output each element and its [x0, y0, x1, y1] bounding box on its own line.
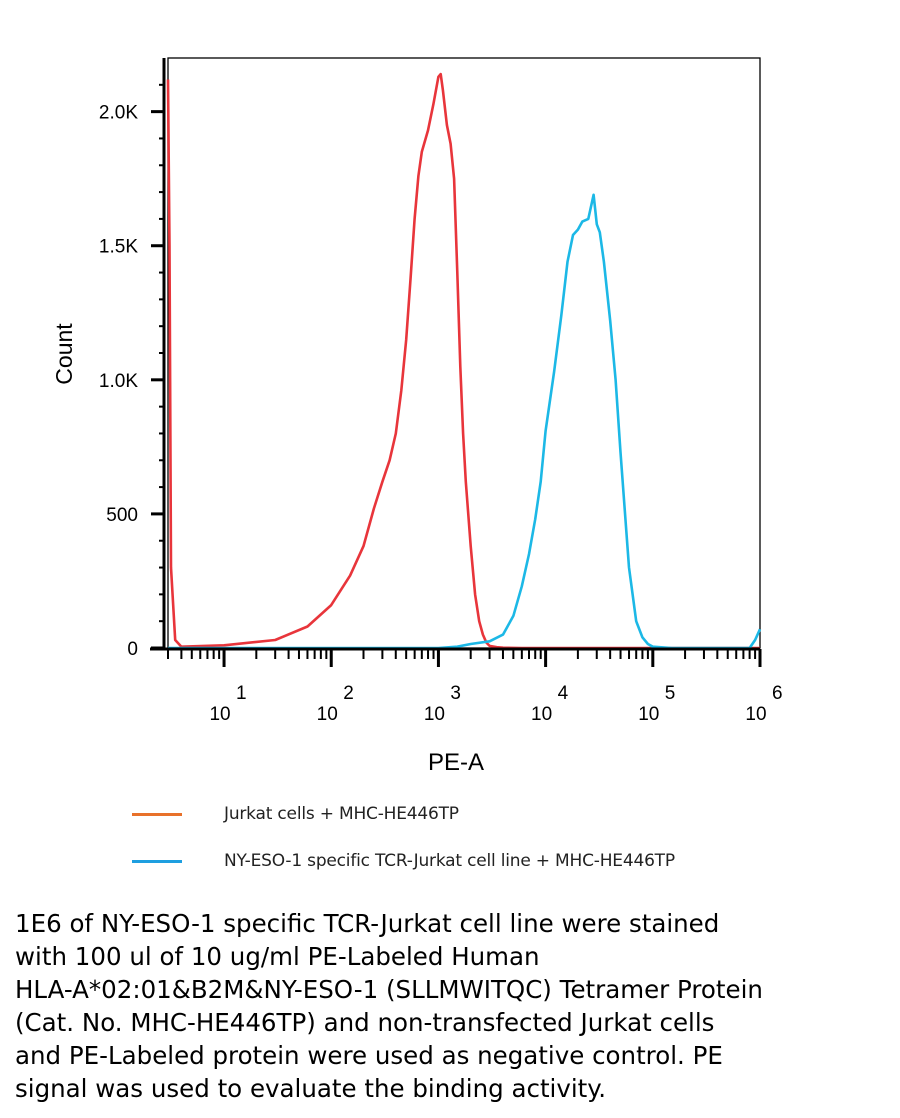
x-tick-label: 10: [424, 704, 445, 725]
legend-label-tcr-jurkat: NY-ESO-1 specific TCR-Jurkat cell line +…: [224, 851, 675, 871]
axis-ticks: [151, 83, 762, 667]
caption-line: (Cat. No. MHC-HE446TP) and non-transfect…: [15, 1008, 715, 1037]
caption-line: signal was used to evaluate the binding …: [15, 1074, 607, 1103]
axes: [150, 58, 760, 651]
y-axis-title: Count: [51, 323, 77, 385]
x-tick-exponent: 2: [343, 683, 354, 704]
y-tick-label: 1.0K: [99, 371, 138, 392]
y-tick-label: 2.0K: [99, 103, 138, 124]
x-tick-label: 10: [531, 704, 552, 725]
x-tick-exponent: 6: [772, 683, 783, 704]
legend-item-tcr-jurkat: NY-ESO-1 specific TCR-Jurkat cell line +…: [132, 849, 675, 873]
y-tick-label: 500: [106, 505, 138, 526]
caption-line: and PE-Labeled protein were used as nega…: [15, 1041, 723, 1070]
x-tick-label: 10: [209, 704, 230, 725]
legend-item-jurkat: Jurkat cells + MHC-HE446TP: [132, 802, 459, 826]
x-tick-exponent: 3: [450, 683, 461, 704]
legend-label-jurkat: Jurkat cells + MHC-HE446TP: [224, 804, 459, 824]
caption-line: HLA-A*02:01&B2M&NY-ESO-1 (SLLMWITQC) Tet…: [15, 975, 763, 1004]
x-tick-label: 10: [638, 704, 659, 725]
caption-line: with 100 ul of 10 ug/ml PE-Labeled Human: [15, 942, 540, 971]
legend-swatch-tcr-jurkat: [132, 859, 182, 863]
x-tick-exponent: 5: [665, 683, 676, 704]
y-tick-label: 1.5K: [99, 237, 138, 258]
x-tick-label: 10: [317, 704, 338, 725]
x-tick-exponent: 1: [236, 683, 247, 704]
series-layer: [166, 72, 762, 650]
caption-line: 1E6 of NY-ESO-1 specific TCR-Jurkat cell…: [15, 909, 720, 938]
figure-caption: 1E6 of NY-ESO-1 specific TCR-Jurkat cell…: [15, 907, 895, 1105]
x-tick-exponent: 4: [558, 683, 569, 704]
y-tick-label: 0: [127, 639, 138, 660]
series-line-jurkat: [166, 72, 760, 650]
series-line-tcr-jurkat: [168, 193, 762, 650]
legend-swatch-jurkat: [132, 812, 182, 816]
x-axis-title: PE-A: [428, 749, 484, 776]
plot-frame: [167, 57, 761, 649]
x-tick-label: 10: [745, 704, 766, 725]
